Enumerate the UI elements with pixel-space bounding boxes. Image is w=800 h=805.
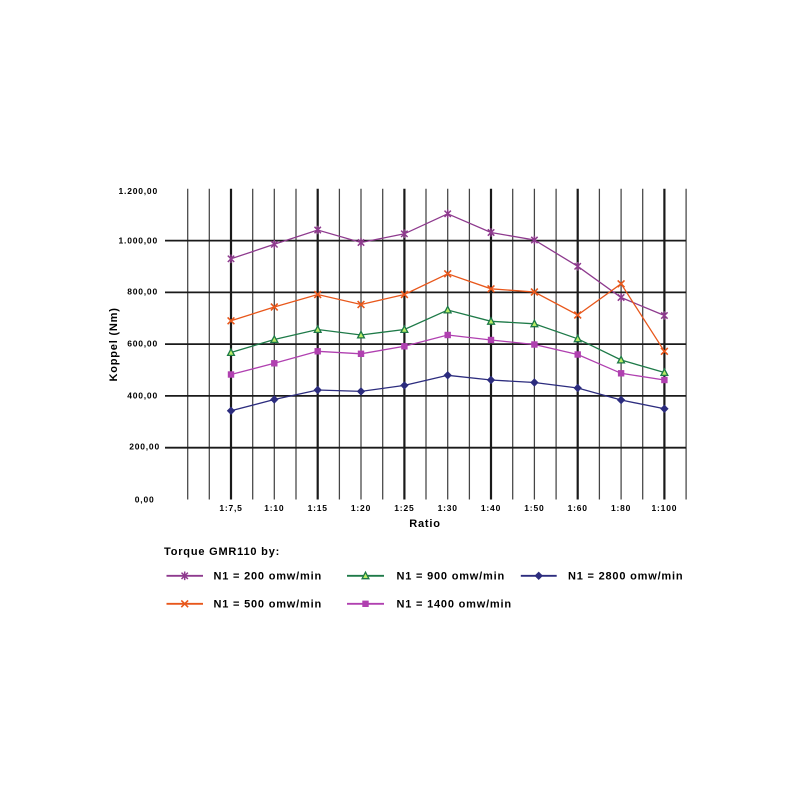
svg-text:1:50: 1:50 [524, 503, 544, 513]
svg-text:1:40: 1:40 [481, 503, 501, 513]
svg-text:N1 = 900 omw/min: N1 = 900 omw/min [397, 571, 505, 583]
svg-text:1:30: 1:30 [438, 503, 458, 513]
svg-text:N1 = 2800 omw/min: N1 = 2800 omw/min [568, 571, 683, 583]
svg-text:N1 = 500 omw/min: N1 = 500 omw/min [214, 599, 322, 611]
svg-text:1:100: 1:100 [652, 503, 678, 513]
svg-text:0,00: 0,00 [135, 495, 155, 505]
svg-text:600,00: 600,00 [127, 339, 158, 349]
svg-text:1.200,00: 1.200,00 [119, 186, 159, 196]
svg-text:1:60: 1:60 [568, 503, 588, 513]
svg-text:1:20: 1:20 [351, 503, 371, 513]
svg-text:400,00: 400,00 [127, 390, 158, 400]
svg-text:Koppel (Nm): Koppel (Nm) [108, 307, 120, 381]
svg-text:1:25: 1:25 [394, 503, 414, 513]
svg-text:Torque GMR110 by:: Torque GMR110 by: [164, 546, 280, 558]
svg-text:N1 = 200 omw/min: N1 = 200 omw/min [214, 571, 322, 583]
svg-text:1:15: 1:15 [308, 503, 328, 513]
svg-text:800,00: 800,00 [127, 287, 158, 297]
svg-text:N1 = 1400 omw/min: N1 = 1400 omw/min [397, 599, 512, 611]
svg-text:1:10: 1:10 [264, 503, 284, 513]
svg-text:1:80: 1:80 [611, 503, 631, 513]
svg-text:1.000,00: 1.000,00 [119, 236, 159, 246]
svg-text:1:7,5: 1:7,5 [219, 503, 242, 513]
svg-text:200,00: 200,00 [129, 442, 160, 452]
svg-text:Ratio: Ratio [409, 518, 441, 530]
